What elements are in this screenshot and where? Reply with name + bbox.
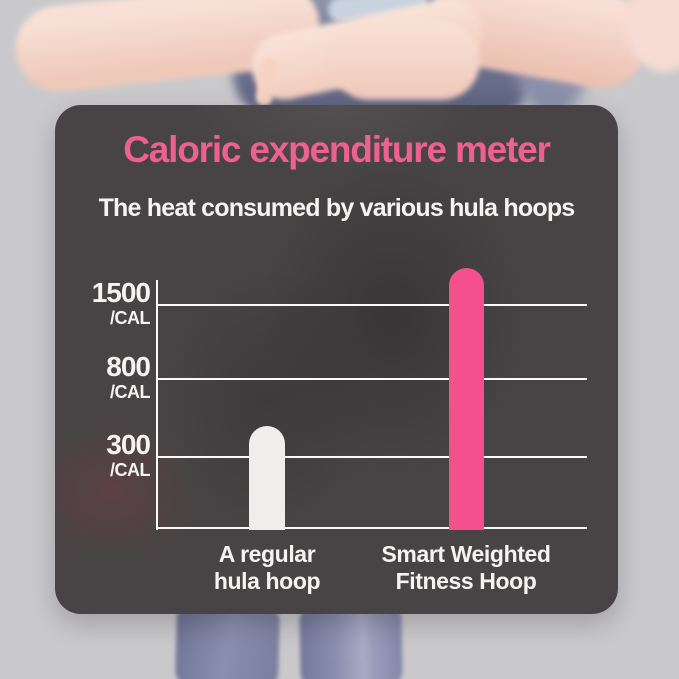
gridline-1500: [157, 304, 587, 306]
bar-label-line: A regular: [218, 541, 316, 567]
x-axis-line: [157, 527, 587, 529]
bar-label-smart-weighted-fitness-hoop: Smart Weighted Fitness Hoop: [361, 541, 571, 595]
bar-label-line: Fitness Hoop: [395, 568, 537, 594]
ytick-unit: /CAL: [110, 308, 151, 328]
ytick-unit: /CAL: [110, 460, 151, 480]
bar-label-line: Smart Weighted: [381, 541, 551, 567]
bar-label-line: hula hoop: [213, 568, 321, 594]
caloric-panel: Caloric expenditure meter The heat consu…: [55, 105, 618, 614]
ytick-value: 300: [106, 429, 151, 460]
ytick-value: 1500: [91, 277, 151, 308]
y-axis-line: [156, 280, 158, 530]
gridline-800: [157, 378, 587, 380]
hands: [330, 22, 480, 100]
panel-title: Caloric expenditure meter: [123, 129, 551, 170]
bar-label-a-regular-hula-hoop: A regular hula hoop: [162, 541, 372, 595]
ytick-value: 800: [106, 351, 151, 382]
bar-smart-weighted-fitness-hoop: [448, 268, 484, 530]
panel-subtitle: The heat consumed by various hula hoops: [98, 194, 576, 222]
ytick-800: 800/CAL: [55, 351, 151, 403]
gridline-300: [157, 456, 587, 458]
ytick-300: 300/CAL: [55, 429, 151, 481]
bar-a-regular-hula-hoop: [249, 426, 285, 530]
ytick-1500: 1500/CAL: [55, 277, 151, 329]
ytick-unit: /CAL: [110, 382, 151, 402]
left-leg: [174, 604, 281, 679]
bar-chart: 1500/CAL 800/CAL 300/CAL A regular hula hoop…: [55, 105, 618, 614]
right-leg: [299, 605, 403, 679]
